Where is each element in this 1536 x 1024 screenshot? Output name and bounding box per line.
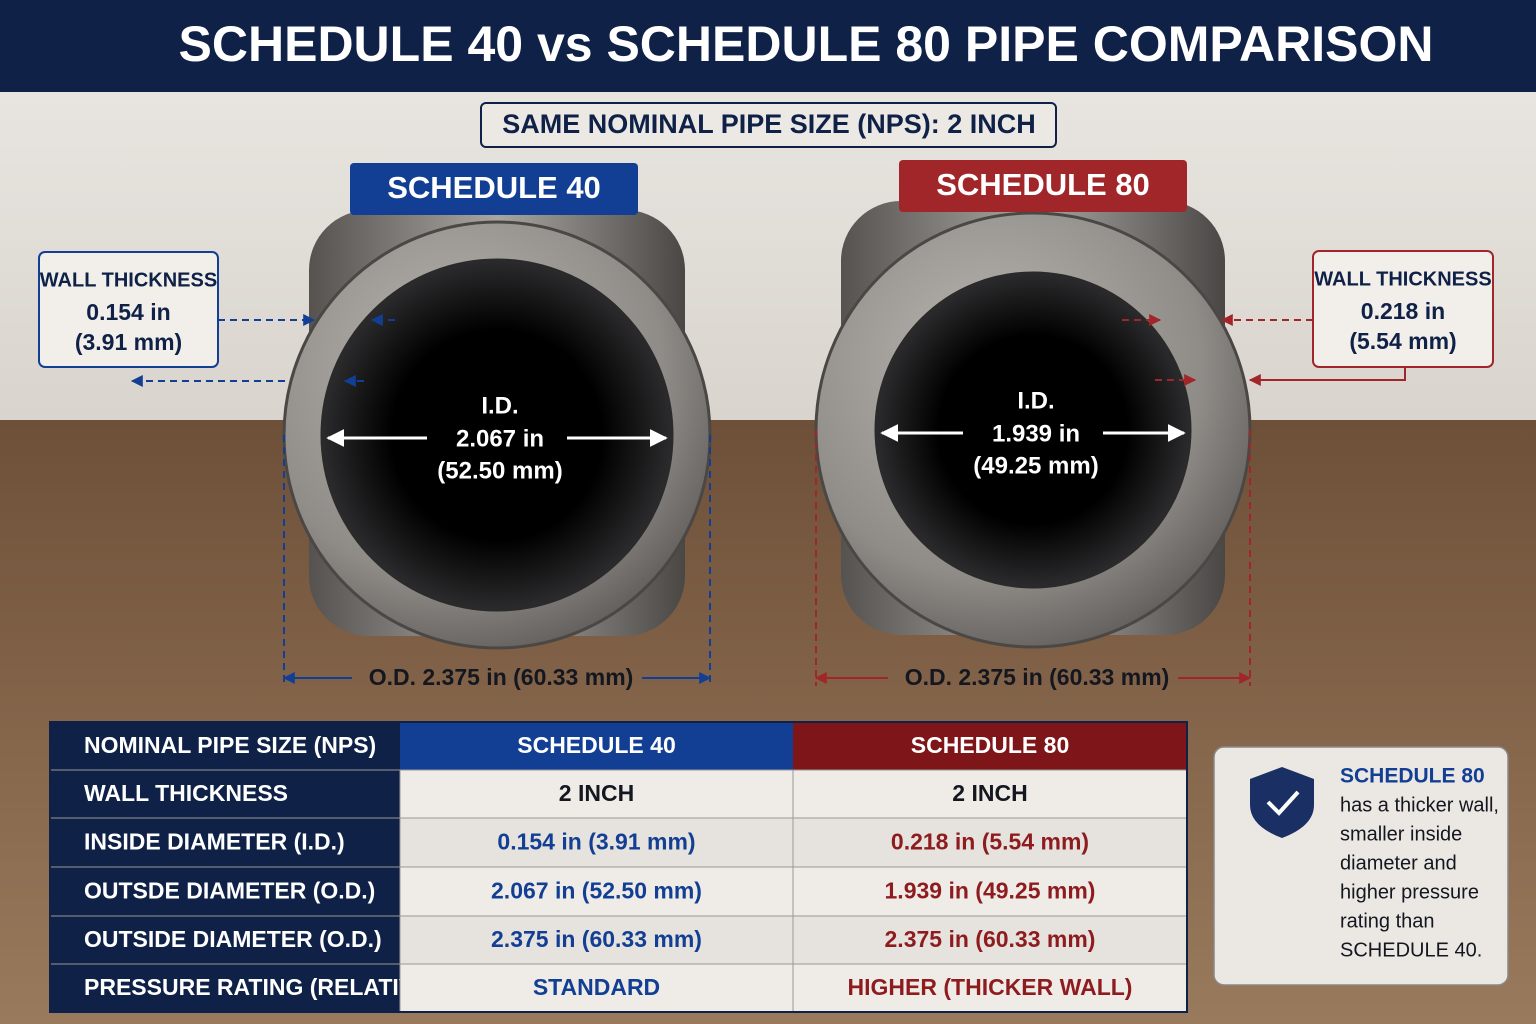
wall-arrow	[1248, 367, 1406, 386]
table-cell-text: 2.375 in (60.33 mm)	[491, 926, 702, 952]
table-cell-text: 2 INCH	[559, 780, 634, 806]
table-cell-text: 2.067 in (52.50 mm)	[491, 878, 702, 904]
table-cell	[399, 963, 794, 1013]
title-bar	[0, 0, 1536, 92]
table-cell	[399, 915, 794, 965]
note-line: diameter and	[1340, 852, 1457, 874]
wall-thickness-inch: 0.218 in	[1361, 298, 1445, 324]
table-header-cell	[793, 722, 1187, 770]
id-label: I.D.	[1017, 387, 1054, 414]
id-mm: (49.25 mm)	[973, 452, 1098, 479]
wall-thickness-inch: 0.154 in	[86, 299, 170, 325]
table-cell	[792, 915, 1188, 965]
od-label: O.D. 2.375 in (60.33 mm)	[369, 664, 634, 690]
pipe-bore	[874, 271, 1192, 589]
table-cell-text: OUTSDE DIAMETER (O.D.)	[84, 878, 375, 904]
table-cell-text: INSIDE DIAMETER (I.D.)	[84, 829, 345, 855]
wall-thickness-label: WALL THICKNESS	[40, 269, 217, 291]
note-line: SCHEDULE 40.	[1340, 939, 1482, 961]
note-title: SCHEDULE 80	[1340, 765, 1485, 788]
table-header-cell	[50, 722, 400, 770]
table-cell	[49, 963, 401, 1013]
table-cell-text: STANDARD	[533, 974, 660, 1000]
table-cell-text: PRESSURE RATING (RELATIVE)	[84, 974, 437, 1000]
table-cell-text: HIGHER (THICKER WALL)	[848, 974, 1133, 1000]
subtitle-box	[480, 102, 1057, 148]
schedule-label: SCHEDULE 80	[936, 167, 1150, 202]
table-header: NOMINAL PIPE SIZE (NPS)	[84, 732, 376, 758]
table-cell-text: OUTSIDE DIAMETER (O.D.)	[84, 926, 382, 952]
table-cell	[792, 963, 1188, 1013]
table-header-cell	[400, 722, 793, 770]
table-cell	[49, 817, 401, 868]
table-cell-text: 0.154 in (3.91 mm)	[497, 829, 695, 855]
table-cell-text: 0.218 in (5.54 mm)	[891, 829, 1089, 855]
shield-icon	[1250, 767, 1314, 838]
note-line: has a thicker wall,	[1340, 794, 1499, 816]
table-cell-text: 1.939 in (49.25 mm)	[885, 878, 1096, 904]
table-header: SCHEDULE 80	[911, 732, 1069, 758]
table-header: SCHEDULE 40	[517, 732, 675, 758]
wall-thickness-mm: (5.54 mm)	[1349, 328, 1456, 354]
wall-thickness-mm: (3.91 mm)	[75, 329, 182, 355]
table-cell-text: WALL THICKNESS	[84, 780, 288, 806]
note-line: smaller inside	[1340, 823, 1462, 845]
wall-thickness-label: WALL THICKNESS	[1314, 268, 1491, 290]
schedule-label: SCHEDULE 40	[387, 170, 601, 205]
subtitle: SAME NOMINAL PIPE SIZE (NPS): 2 INCH	[502, 109, 1036, 139]
table-cell	[399, 817, 794, 868]
note-line: rating than	[1340, 910, 1435, 932]
pipe-bore	[320, 258, 674, 612]
id-mm: (52.50 mm)	[437, 457, 562, 484]
table-cell	[49, 866, 401, 917]
table-cell	[792, 866, 1188, 917]
table-cell-text: 2 INCH	[952, 780, 1027, 806]
shield-check	[1266, 790, 1300, 816]
table-border	[49, 721, 1188, 1013]
wall-thickness-box	[1312, 250, 1494, 368]
note-line: higher pressure	[1340, 881, 1479, 903]
id-inch: 2.067 in	[456, 425, 544, 452]
id-inch: 1.939 in	[992, 420, 1080, 447]
od-label: O.D. 2.375 in (60.33 mm)	[905, 664, 1170, 690]
schedule-label-box	[350, 163, 638, 215]
table-cell	[792, 817, 1188, 868]
id-label: I.D.	[481, 392, 518, 419]
wall-thickness-box	[38, 251, 219, 368]
schedule-label-box	[899, 160, 1187, 212]
table-cell-text: 2.375 in (60.33 mm)	[885, 926, 1096, 952]
table-cell	[792, 769, 1188, 819]
table-cell	[399, 769, 794, 819]
title: SCHEDULE 40 vs SCHEDULE 80 PIPE COMPARIS…	[179, 16, 1434, 72]
